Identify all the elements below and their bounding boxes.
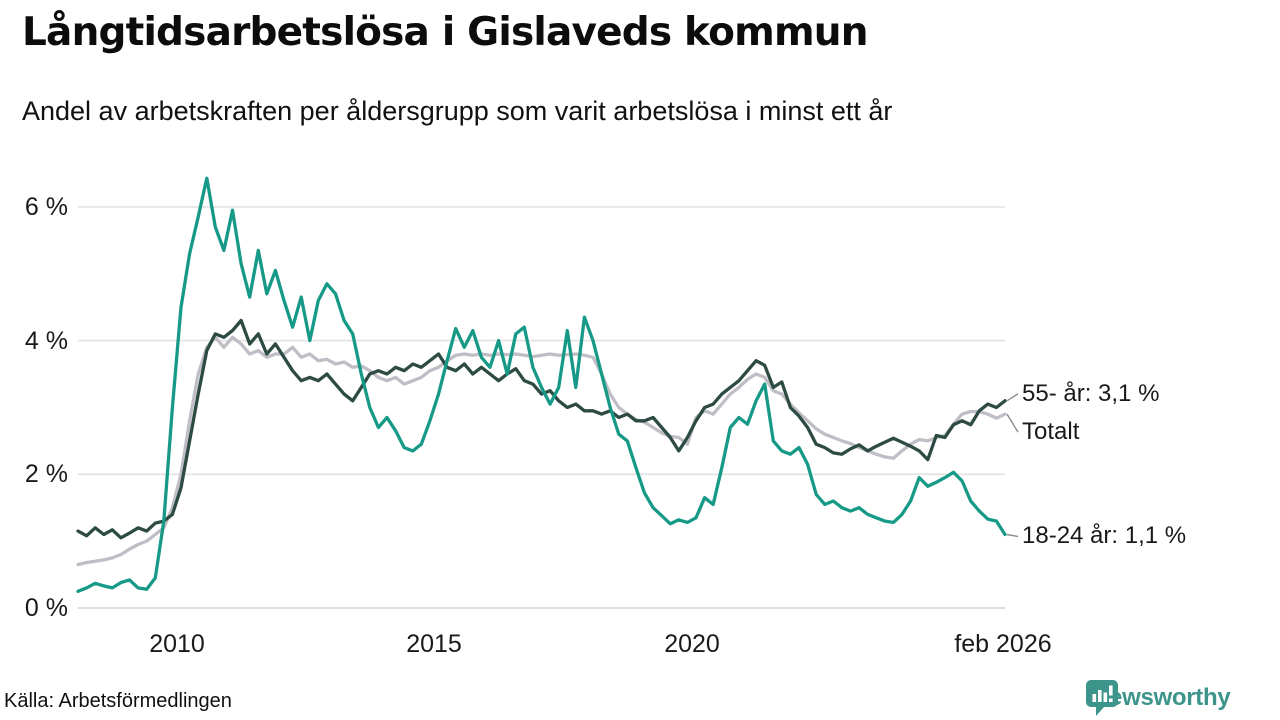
newsworthy-bubble-chart-icon	[1086, 680, 1118, 716]
series-line-totalt	[76, 335, 1007, 567]
label-connector-18-24-ar	[1006, 533, 1019, 538]
x-axis-tick: 2010	[149, 630, 205, 658]
label-connector-55-ar	[1006, 393, 1019, 402]
y-axis-tick-0pct: 0 %	[24, 594, 68, 622]
series-end-label-totalt: Totalt	[1022, 418, 1080, 445]
y-axis-tick-4pct: 4 %	[24, 327, 68, 355]
page-title: Långtidsarbetslösa i Gislaveds kommun	[22, 10, 869, 55]
series-line-55-ar	[76, 318, 1007, 540]
series-end-label-18-24-ar: 18-24 år: 1,1 %	[1022, 522, 1187, 549]
y-axis-tick-2pct: 2 %	[24, 460, 68, 488]
x-axis-tick: 2015	[406, 630, 462, 658]
source-note: Källa: Arbetsförmedlingen	[4, 690, 232, 712]
newsworthy-logo: Newsworthy	[1085, 679, 1231, 717]
series-end-label-55-ar: 55- år: 3,1 %	[1022, 380, 1160, 407]
y-axis-tick-6pct: 6 %	[24, 193, 68, 221]
chart-subtitle: Andel av arbetskraften per åldersgrupp s…	[22, 96, 893, 126]
label-connector-totalt	[1006, 413, 1019, 433]
x-axis-tick: feb 2026	[954, 630, 1052, 658]
x-axis-tick: 2020	[664, 630, 720, 658]
series-line-18-24-ar	[76, 176, 1007, 593]
